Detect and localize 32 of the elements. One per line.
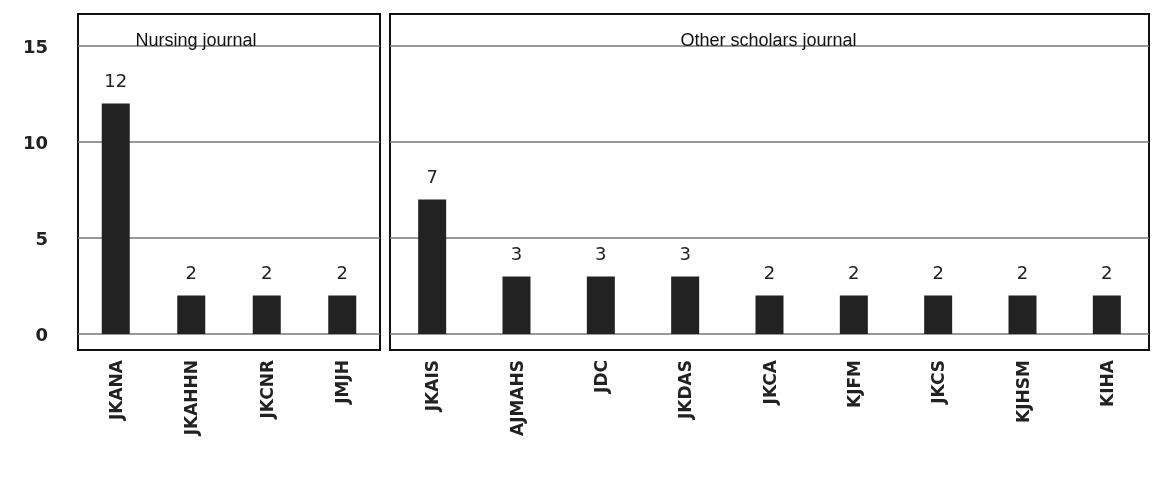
y-tick-label: 15: [22, 35, 48, 57]
y-tick-label: 0: [35, 323, 48, 345]
x-tick-label: JKCS: [928, 360, 949, 405]
data-label: 3: [510, 242, 523, 264]
x-tick-label: JKAIS: [422, 360, 443, 413]
chart-title: Other scholars journal: [680, 30, 857, 50]
x-tick-label: JKDAS: [675, 360, 696, 421]
data-label: 7: [426, 166, 438, 188]
x-tick-label: AJMAHS: [506, 360, 527, 437]
data-label: 2: [932, 262, 944, 284]
data-label: 12: [104, 70, 128, 92]
x-tick-label: KIHA: [1096, 359, 1117, 407]
data-label: 2: [1016, 262, 1029, 284]
y-tick-label: 10: [22, 131, 48, 153]
x-tick-label: JDC: [590, 360, 611, 394]
x-tick-label: KJHSM: [1012, 360, 1033, 423]
data-label: 2: [848, 262, 860, 284]
data-label: 2: [185, 262, 197, 284]
x-tick-label: JKCA: [759, 359, 780, 406]
x-tick-label: JKCNR: [256, 360, 277, 420]
x-tick-label: KJFM: [843, 360, 864, 409]
data-label: 2: [763, 262, 776, 284]
x-tick-label: JKAHHN: [181, 360, 202, 437]
chart-title: Nursing journal: [135, 30, 257, 50]
data-label: 2: [1101, 262, 1113, 284]
data-label: 2: [336, 262, 348, 284]
data-label: 3: [679, 242, 691, 264]
data-label: 3: [595, 242, 607, 264]
x-tick-label: JMJH: [332, 360, 353, 405]
y-tick-label: 5: [35, 227, 48, 249]
data-label: 2: [261, 262, 273, 284]
x-tick-label: JKANA: [105, 359, 126, 422]
